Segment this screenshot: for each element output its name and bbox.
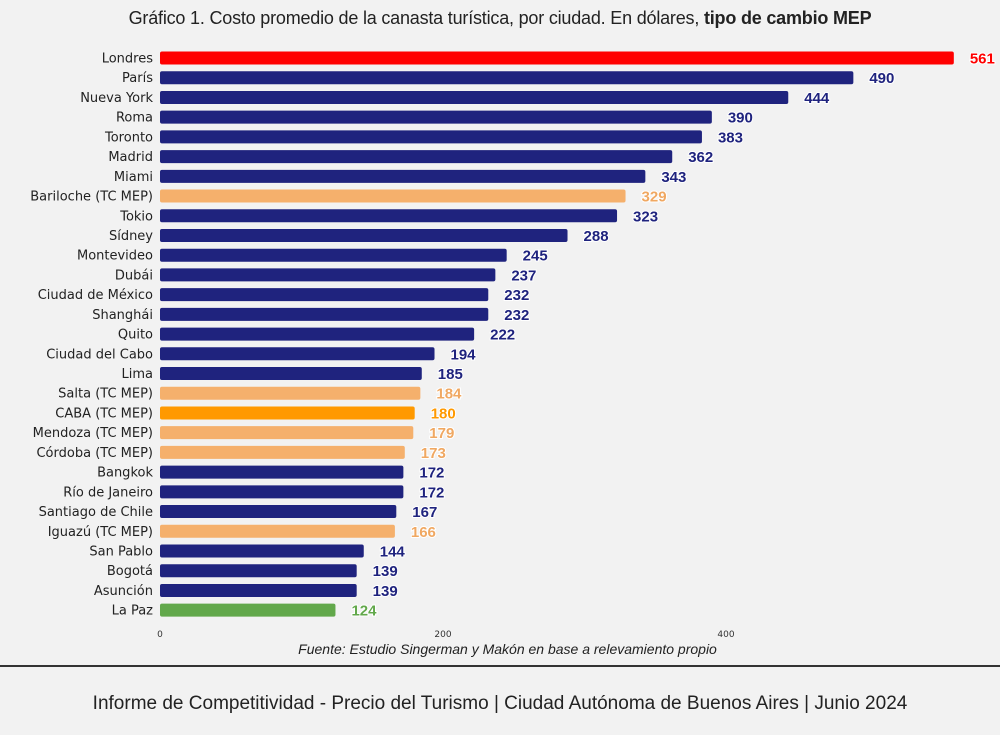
data-label: 222 (490, 327, 515, 344)
bar (160, 406, 415, 420)
bar (160, 465, 404, 479)
category-label: Shanghái (92, 308, 153, 323)
category-label: Sídney (109, 229, 153, 244)
category-label: Miami (114, 170, 153, 185)
bars-group: Londres 561 París 490 Nueva York 444 Roma 390 To… (30, 50, 996, 621)
bar (160, 445, 405, 459)
divider (0, 665, 1000, 667)
bar (160, 209, 618, 223)
bar (160, 327, 475, 341)
data-label: 232 (504, 307, 529, 324)
data-label: 124 (351, 603, 377, 620)
category-label: Montevideo (77, 249, 153, 264)
category-label: Bogotá (107, 564, 153, 579)
category-label: Río de Janeiro (63, 485, 153, 500)
category-label: Londres (102, 52, 154, 67)
data-label: 167 (412, 504, 437, 521)
data-label: 185 (438, 366, 463, 383)
bar (160, 583, 357, 597)
category-label: Ciudad del Cabo (46, 347, 153, 362)
bar (160, 603, 336, 617)
category-label: Bangkok (97, 466, 153, 481)
category-label: Mendoza (TC MEP) (33, 426, 153, 441)
bar (160, 307, 489, 321)
bar (160, 288, 489, 302)
bar (160, 130, 702, 144)
data-label: 172 (419, 465, 444, 482)
category-label: París (122, 71, 153, 86)
bar (160, 71, 854, 85)
chart-title-text: Gráfico 1. Costo promedio de la canasta … (128, 8, 700, 28)
chart-title: Gráfico 1. Costo promedio de la canasta … (0, 8, 1000, 29)
data-label: 288 (584, 228, 609, 245)
category-label: Lima (122, 367, 153, 382)
bar (160, 51, 954, 65)
bar (160, 248, 507, 262)
bar (160, 367, 422, 381)
data-label: 490 (869, 70, 894, 87)
bar (160, 90, 789, 104)
bar (160, 485, 404, 499)
data-label: 179 (429, 425, 454, 442)
category-label: Ciudad de México (38, 288, 153, 303)
data-label: 237 (511, 267, 536, 284)
data-label: 329 (642, 189, 667, 206)
bar (160, 228, 568, 242)
category-label: Iguazú (TC MEP) (48, 525, 153, 540)
data-label: 172 (419, 484, 444, 501)
data-label: 390 (728, 110, 753, 127)
category-label: Tokio (119, 209, 153, 224)
data-label: 362 (688, 149, 713, 166)
chart-title-bold: tipo de cambio MEP (703, 8, 872, 28)
data-label: 184 (436, 386, 462, 403)
data-label: 383 (718, 129, 743, 146)
x-tick-label: 200 (434, 630, 451, 640)
category-label: CABA (TC MEP) (55, 406, 153, 421)
data-label: 194 (451, 346, 477, 363)
data-label: 323 (633, 208, 658, 225)
bar (160, 110, 712, 124)
category-label: Toronto (104, 130, 153, 145)
category-label: Salta (TC MEP) (58, 387, 153, 402)
bar (160, 505, 397, 519)
data-label: 166 (411, 524, 436, 541)
category-label: Quito (118, 328, 153, 343)
x-tick-label: 400 (717, 630, 734, 640)
data-label: 173 (421, 445, 446, 462)
bar-chart: Londres 561 París 490 Nueva York 444 Roma 390 To… (30, 50, 996, 641)
bar (160, 386, 421, 400)
bar (160, 524, 395, 538)
bar (160, 347, 435, 361)
chart-source: Fuente: Estudio Singerman y Makón en bas… (298, 641, 717, 657)
data-label: 139 (373, 563, 398, 580)
category-label: Córdoba (TC MEP) (36, 446, 153, 461)
bar (160, 189, 626, 203)
bar (160, 426, 414, 440)
bar (160, 544, 364, 558)
bar (160, 169, 646, 183)
category-label: Dubái (115, 268, 153, 283)
data-label: 561 (970, 51, 995, 68)
x-axis-ticks: 0200400600 (157, 630, 735, 640)
data-label: 444 (804, 90, 830, 107)
category-label: Roma (116, 111, 153, 126)
data-label: 245 (523, 248, 548, 265)
bar (160, 268, 496, 282)
bar (160, 564, 357, 578)
category-label: La Paz (112, 604, 154, 619)
category-label: Asunción (94, 584, 153, 599)
data-label: 144 (380, 544, 406, 561)
bar (160, 150, 673, 164)
data-label: 232 (504, 287, 529, 304)
data-label: 180 (431, 405, 456, 422)
category-label: Madrid (108, 150, 153, 165)
category-label: Santiago de Chile (39, 505, 153, 520)
category-label: Nueva York (80, 91, 153, 106)
category-label: San Pablo (89, 545, 153, 560)
data-label: 139 (373, 583, 398, 600)
category-label: Bariloche (TC MEP) (30, 190, 153, 205)
x-tick-label: 0 (157, 630, 163, 640)
data-label: 343 (661, 169, 686, 186)
page-footer: Informe de Competitividad - Precio del T… (92, 693, 908, 714)
